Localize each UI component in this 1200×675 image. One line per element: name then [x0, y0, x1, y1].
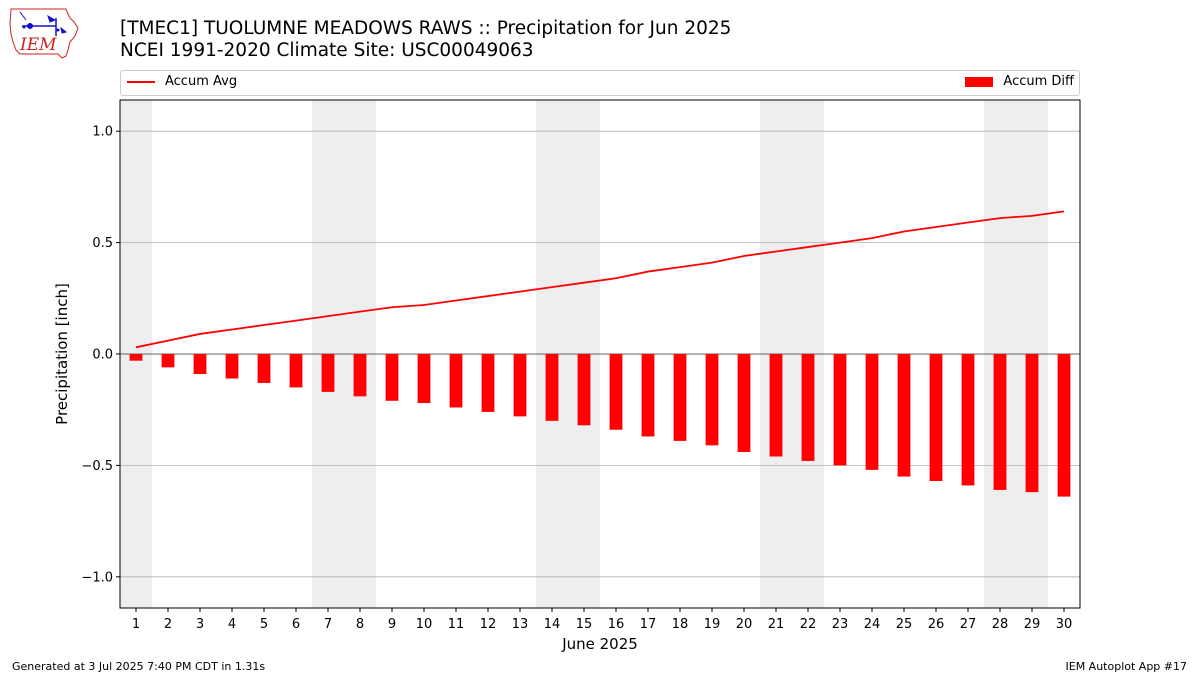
- accum-diff-bar: [929, 354, 943, 481]
- accum-avg-line: [135, 210, 1065, 349]
- x-tick-label: 5: [260, 617, 268, 632]
- x-tick-label: 11: [448, 617, 465, 632]
- x-tick-label: 6: [292, 617, 300, 632]
- accum-diff-bar: [385, 354, 399, 401]
- x-tick-label: 19: [704, 617, 721, 632]
- generated-timestamp: Generated at 3 Jul 2025 7:40 PM CDT in 1…: [12, 660, 266, 673]
- app-credit: IEM Autoplot App #17: [1065, 660, 1188, 673]
- accum-diff-bar: [801, 354, 815, 461]
- x-tick-label: 4: [228, 617, 236, 632]
- accum-diff-bar: [257, 354, 271, 383]
- y-tick-label: 0.0: [92, 348, 113, 363]
- accum-diff-bar: [353, 354, 367, 397]
- accum-diff-bar: [641, 354, 655, 437]
- x-tick-label: 29: [1024, 617, 1041, 632]
- x-tick-label: 10: [416, 617, 433, 632]
- accum-diff-bar: [449, 354, 463, 408]
- y-axis: −1.0 −0.5 0.0 0.5 1.0: [81, 125, 120, 585]
- legend-item-accum-avg: Accum Avg: [127, 74, 237, 89]
- x-tick-label: 12: [480, 617, 497, 632]
- accum-diff-bar: [833, 354, 847, 466]
- x-tick-label: 30: [1056, 617, 1073, 632]
- y-tick-label: 0.5: [92, 236, 113, 251]
- accum-diff-bar: [481, 354, 495, 412]
- y-tick-label: −1.0: [81, 570, 113, 585]
- x-tick-label: 16: [608, 617, 625, 632]
- x-axis: 1 2 3 4 5 6 7 8 9 10 11 12 13 14 15 16 17 18 19 20 21 22 23 24 2…: [132, 608, 1072, 632]
- x-tick-label: 21: [768, 617, 785, 632]
- x-tick-label: 8: [356, 617, 364, 632]
- accum-diff-bar: [993, 354, 1007, 490]
- legend-line-swatch: [127, 80, 155, 83]
- x-tick-label: 1: [132, 617, 140, 632]
- accum-diff-bar: [513, 354, 527, 417]
- legend-label-accum-diff: Accum Diff: [1003, 74, 1074, 89]
- weather-station-icon: [19, 11, 68, 36]
- x-tick-label: 28: [992, 617, 1009, 632]
- accum-diff-bars: [129, 354, 1071, 497]
- accum-diff-bar: [321, 354, 335, 392]
- legend: Accum Avg Accum Diff: [120, 70, 1080, 96]
- x-axis-label: June 2025: [561, 635, 638, 653]
- accum-diff-bar: [161, 354, 175, 368]
- accum-diff-bar: [737, 354, 751, 453]
- x-tick-label: 22: [800, 617, 817, 632]
- legend-item-accum-diff: Accum Diff: [965, 74, 1074, 89]
- x-tick-label: 17: [640, 617, 657, 632]
- x-tick-label: 24: [864, 617, 881, 632]
- chart-title: [TMEC1] TUOLUMNE MEADOWS RAWS :: Precipi…: [120, 18, 732, 39]
- x-tick-label: 9: [388, 617, 396, 632]
- y-axis-label: Precipitation [inch]: [53, 283, 71, 425]
- accum-diff-bar: [1025, 354, 1039, 493]
- accum-diff-bar: [129, 354, 143, 361]
- accum-diff-bar: [769, 354, 783, 457]
- x-tick-label: 3: [196, 617, 204, 632]
- y-tick-label: −0.5: [81, 459, 113, 474]
- x-tick-label: 20: [736, 617, 753, 632]
- x-tick-label: 23: [832, 617, 849, 632]
- accum-diff-bar: [545, 354, 559, 421]
- iem-logo: IEM: [9, 8, 79, 59]
- x-tick-label: 25: [896, 617, 913, 632]
- accum-diff-bar: [865, 354, 879, 470]
- accum-diff-bar: [289, 354, 303, 388]
- accum-diff-bar: [193, 354, 207, 375]
- x-tick-label: 18: [672, 617, 689, 632]
- accum-diff-bar: [705, 354, 719, 446]
- accum-diff-bar: [1057, 354, 1071, 497]
- grid-lines: [120, 130, 1080, 578]
- accum-diff-bar: [673, 354, 687, 441]
- chart-subtitle: NCEI 1991-2020 Climate Site: USC00049063: [120, 40, 534, 61]
- iowa-state-outline-icon: [9, 8, 79, 59]
- accum-diff-bar: [609, 354, 623, 430]
- x-tick-label: 15: [576, 617, 593, 632]
- accum-diff-bar: [577, 354, 591, 426]
- logo-text: IEM: [19, 35, 57, 55]
- accum-diff-bar: [225, 354, 239, 379]
- x-tick-label: 7: [324, 617, 332, 632]
- x-tick-label: 27: [960, 617, 977, 632]
- legend-bar-swatch: [965, 76, 994, 87]
- accum-diff-bar: [417, 354, 431, 404]
- x-tick-label: 2: [164, 617, 172, 632]
- y-tick-label: 1.0: [92, 125, 113, 140]
- x-tick-label: 14: [544, 617, 561, 632]
- x-tick-label: 26: [928, 617, 945, 632]
- accum-diff-bar: [897, 354, 911, 477]
- accum-diff-bar: [961, 354, 975, 486]
- legend-label-accum-avg: Accum Avg: [165, 74, 238, 89]
- x-tick-label: 13: [512, 617, 529, 632]
